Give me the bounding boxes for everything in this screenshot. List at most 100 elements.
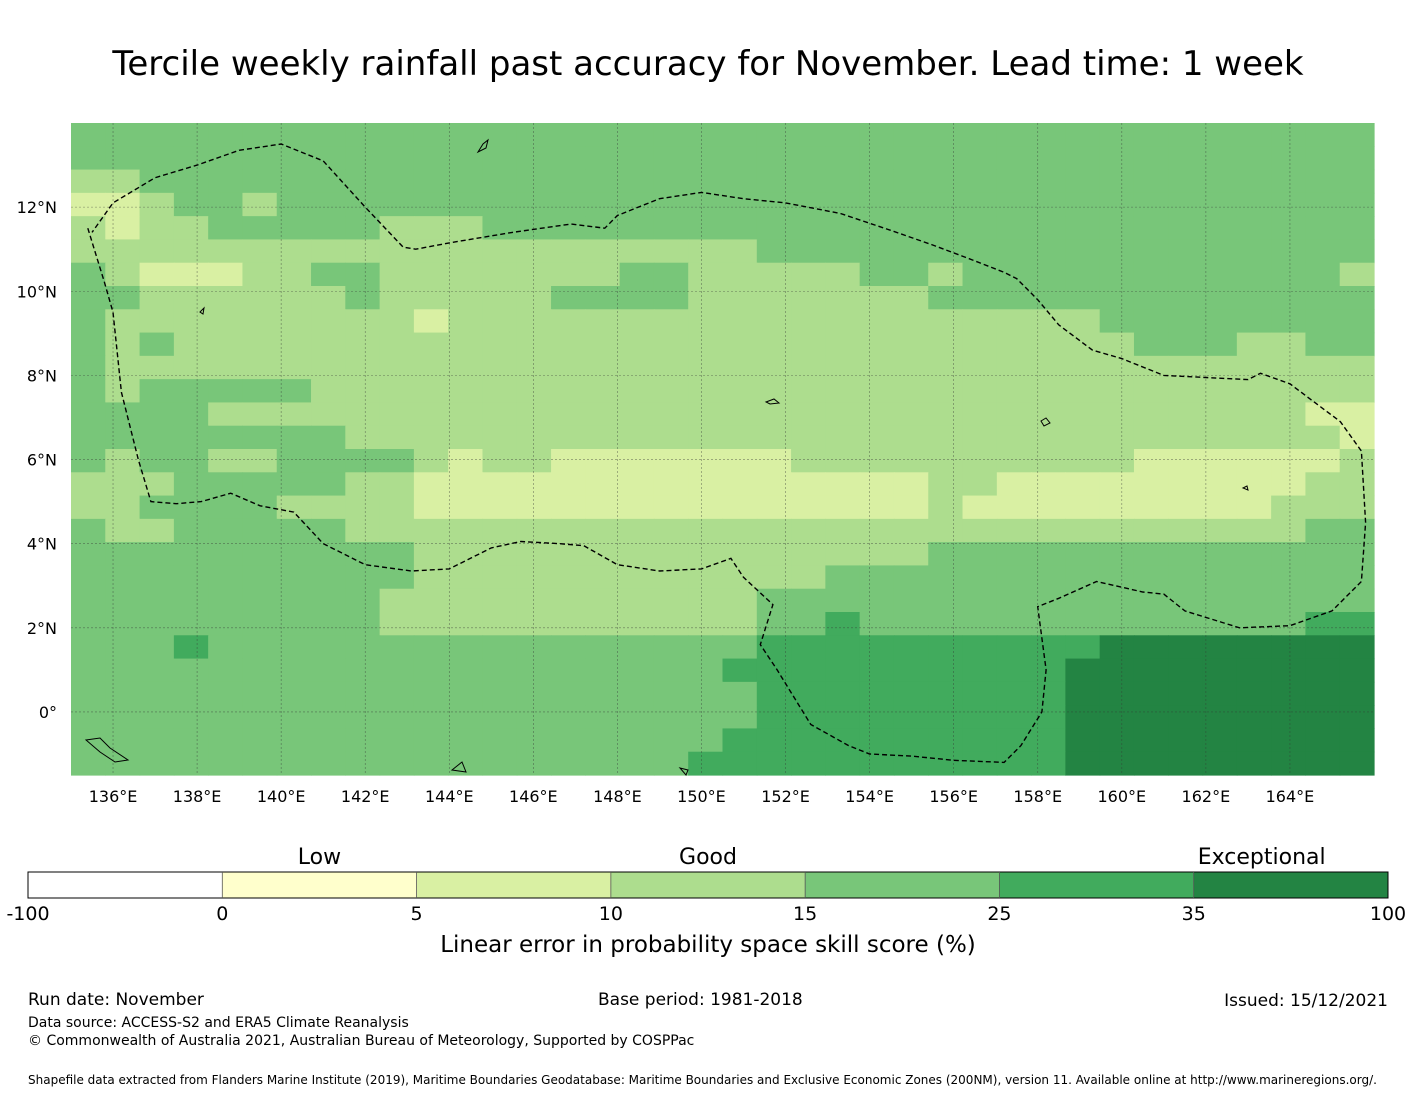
skill-cell [71, 518, 106, 543]
skill-cell [1099, 309, 1135, 334]
skill-cell [996, 216, 1032, 241]
colorbar-tick-label: -100 [6, 903, 49, 925]
skill-cell [379, 309, 415, 334]
skill-cell [1305, 495, 1341, 520]
skill-cell [413, 239, 449, 264]
skill-cell [1305, 262, 1341, 287]
skill-cell [1236, 751, 1272, 776]
skill-cell [619, 635, 655, 660]
skill-cell [585, 309, 621, 334]
skill-cell [756, 658, 792, 683]
skill-cell [585, 146, 621, 171]
skill-cell [311, 309, 346, 334]
skill-cell [791, 658, 826, 683]
skill-cell [105, 705, 141, 730]
skill-cell [619, 169, 655, 194]
skill-cell [859, 495, 895, 520]
skill-cell [756, 542, 792, 567]
skill-cell [653, 216, 689, 241]
skill-cell [1168, 658, 1204, 683]
lon-tick-label: 138°E [173, 787, 222, 806]
skill-cell [208, 658, 244, 683]
skill-cell [516, 355, 552, 380]
skill-cell [413, 402, 449, 427]
skill-cell [791, 379, 826, 404]
skill-cell [962, 705, 998, 730]
skill-cell [585, 658, 621, 683]
skill-cell [1133, 379, 1169, 404]
skill-cell [482, 216, 518, 241]
skill-cell [722, 402, 758, 427]
skill-cell [139, 565, 175, 590]
skill-cell [688, 332, 724, 357]
skill-cell [722, 146, 758, 171]
skill-cell [242, 216, 278, 241]
skill-cell [71, 658, 106, 683]
skill-cell [962, 355, 998, 380]
skill-cell [1168, 332, 1204, 357]
skill-cell [1236, 425, 1272, 450]
skill-cell [722, 612, 758, 636]
skill-cell [1133, 123, 1169, 147]
skill-cell [551, 495, 586, 520]
colorbar-segment [805, 872, 1000, 898]
skill-cell [1202, 262, 1238, 287]
skill-cell [139, 681, 175, 706]
skill-cell [551, 332, 586, 357]
skill-cell [1099, 379, 1135, 404]
skill-cell [825, 332, 861, 357]
skill-cell [1271, 588, 1307, 613]
skill-cell [688, 705, 724, 730]
skill-cell [413, 565, 449, 590]
skill-cell [996, 379, 1032, 404]
skill-cell [1339, 262, 1375, 287]
skill-cell [688, 542, 724, 567]
skill-cell [825, 681, 861, 706]
skill-cell [1031, 728, 1066, 753]
skill-cell [242, 612, 278, 636]
lat-tick-label: 4°N [27, 535, 57, 554]
skill-cell [1236, 123, 1272, 147]
skill-cell [893, 262, 929, 287]
skill-cell [1339, 751, 1375, 776]
skill-cell [893, 355, 929, 380]
skill-cell [928, 612, 964, 636]
skill-cell [448, 309, 484, 334]
skill-cell [1099, 425, 1135, 450]
skill-cell [859, 518, 895, 543]
skill-cell [379, 588, 415, 613]
skill-cell [551, 355, 586, 380]
skill-cell [893, 751, 929, 776]
skill-cell [345, 565, 381, 590]
skill-cell [585, 518, 621, 543]
skill-cell [105, 728, 141, 753]
skill-cell [139, 379, 175, 404]
skill-cell [482, 588, 518, 613]
skill-cell [1099, 286, 1135, 310]
skill-cell [482, 705, 518, 730]
skill-cell [893, 239, 929, 264]
skill-cell [1031, 612, 1066, 636]
skill-cell [139, 612, 175, 636]
island-outline [199, 306, 205, 315]
skill-cell [619, 355, 655, 380]
skill-cell [928, 565, 964, 590]
skill-cell [653, 565, 689, 590]
skill-cell [585, 239, 621, 264]
skill-cell [413, 169, 449, 194]
skill-cell [1339, 472, 1375, 497]
colorbar-segment [610, 872, 806, 898]
skill-cell [276, 449, 312, 473]
skill-cell [71, 472, 106, 497]
skill-cell [1202, 239, 1238, 264]
skill-cell [311, 681, 346, 706]
skill-cell [791, 542, 826, 567]
skill-cell [996, 146, 1032, 171]
skill-cell [688, 612, 724, 636]
skill-cell [345, 146, 381, 171]
skill-cell [996, 751, 1032, 776]
skill-cell [1202, 635, 1238, 660]
skill-cell [688, 286, 724, 310]
skill-cell [825, 705, 861, 730]
skill-cell [105, 588, 141, 613]
